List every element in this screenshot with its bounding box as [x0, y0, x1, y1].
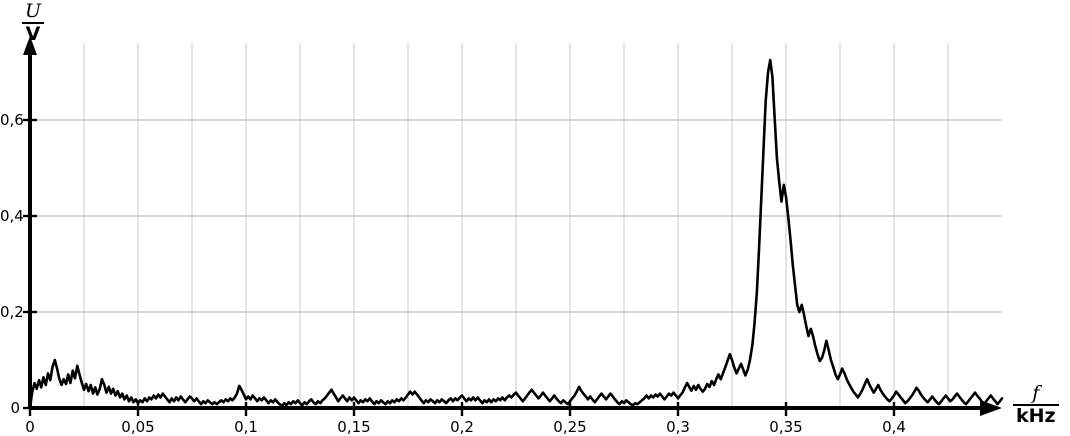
x-tick-label: 0: [25, 418, 35, 436]
spectrum-curve: [28, 58, 1004, 410]
y-axis-label: U V: [22, 0, 45, 45]
x-tick-label: 0,05: [121, 418, 155, 436]
y-axis-label-numerator: U: [25, 0, 42, 22]
fraction-bar: [22, 22, 45, 24]
y-axis-arrowhead: [23, 36, 37, 55]
x-tick-label: 0,1: [234, 418, 258, 436]
x-tick-label: 0,35: [769, 418, 803, 436]
x-tick-label: 0,4: [882, 418, 906, 436]
x-tick-label: 0,25: [553, 418, 587, 436]
x-tick-label: 0,15: [337, 418, 371, 436]
x-axis-label: f kHz: [1013, 384, 1059, 426]
y-tick-label: 0: [10, 399, 20, 417]
y-tick-label: 0,6: [0, 111, 24, 129]
x-tick-label: 0,2: [450, 418, 474, 436]
fraction-bar: [1013, 404, 1059, 406]
x-axis-label-denominator: kHz: [1016, 405, 1056, 427]
y-axis-label-denominator: V: [25, 23, 41, 45]
x-axis-label-numerator: f: [1032, 382, 1040, 404]
horizontal-gridlines: [30, 119, 1002, 313]
vertical-gridlines: [83, 43, 949, 408]
y-tick-label: 0,4: [0, 207, 24, 225]
y-tick-label: 0,2: [0, 303, 24, 321]
x-tick-label: 0,3: [666, 418, 690, 436]
